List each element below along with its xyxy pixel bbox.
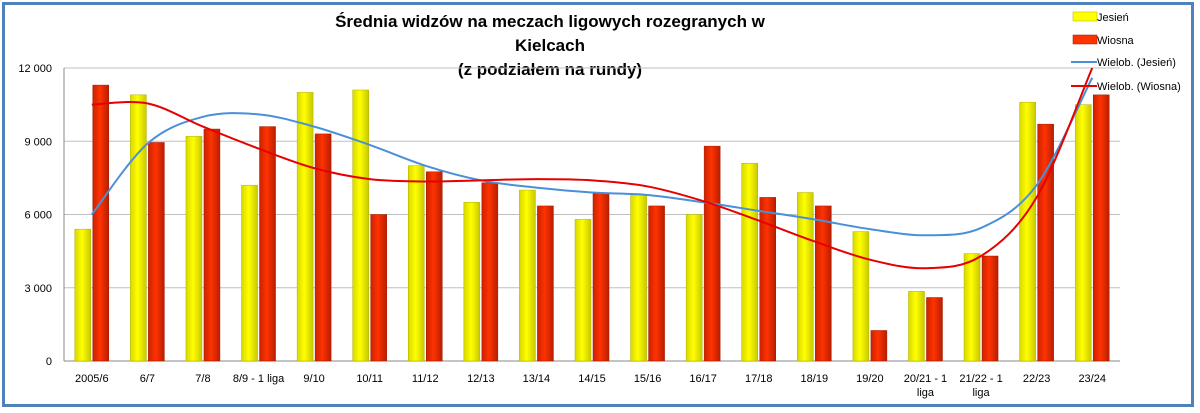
bar-jesien <box>741 162 758 362</box>
legend-trend-jesien-label: Wielob. (Jesień) <box>1097 57 1176 69</box>
bar-wiosna <box>870 330 888 362</box>
bar-jesien <box>408 165 425 362</box>
bar-wiosna <box>426 171 443 362</box>
bar-wiosna <box>537 205 554 362</box>
x-tick-label: 11/12 <box>412 373 439 385</box>
x-tick-label: 16/17 <box>689 373 717 385</box>
bar-wiosna <box>759 197 776 362</box>
bar-jesien <box>296 92 314 362</box>
x-tick-label: 14/15 <box>578 373 606 385</box>
bar-jesien <box>463 202 481 362</box>
y-tick-label: 6 000 <box>24 210 52 222</box>
legend-jesien-label: Jesień <box>1097 12 1129 24</box>
x-tick-label: 8/9 - 1 liga <box>233 373 285 385</box>
chart-title: Średnia widzów na meczach ligowych rozeg… <box>300 10 800 82</box>
y-tick-label: 0 <box>46 356 52 368</box>
bar-jesien <box>852 231 870 362</box>
x-tick-label: 7/8 <box>195 373 210 385</box>
bar-wiosna <box>815 205 832 362</box>
legend-trend-wiosna-label: Wielob. (Wiosna) <box>1097 81 1181 93</box>
x-tick-label: 13/14 <box>523 373 551 385</box>
bar-jesien <box>241 184 258 362</box>
y-tick-label: 9 000 <box>24 136 52 148</box>
x-tick-label: 2005/6 <box>75 373 109 385</box>
x-tick-label: 23/24 <box>1078 373 1106 385</box>
bar-wiosna <box>981 255 999 362</box>
y-tick-label: 3 000 <box>24 283 52 295</box>
bar-jesien <box>519 189 536 362</box>
bar-jesien <box>963 253 981 362</box>
bar-wiosna <box>370 214 387 362</box>
legend-wiosna-swatch <box>1072 34 1098 45</box>
bar-jesien <box>74 228 92 362</box>
bar-wiosna <box>92 84 110 362</box>
bar-jesien <box>1019 101 1036 362</box>
bar-jesien <box>1074 104 1092 362</box>
y-tick-label: 12 000 <box>18 63 52 75</box>
bar-jesien <box>130 94 147 362</box>
bar-jesien <box>685 214 703 362</box>
legend-wiosna-label: Wiosna <box>1097 35 1135 47</box>
trendline-wiosna <box>91 67 1094 270</box>
bar-wiosna <box>259 126 276 362</box>
x-tick-label: 17/18 <box>745 373 773 385</box>
bar-jesien <box>574 219 592 362</box>
x-tick-label: 19/20 <box>856 373 884 385</box>
x-tick-label: 20/21 - 1 <box>904 373 947 385</box>
x-tick-label: 21/22 - 1 <box>959 373 1002 385</box>
bar-wiosna <box>1092 94 1110 362</box>
trendline-jesien <box>91 77 1094 237</box>
bar-wiosna <box>148 142 165 362</box>
chart-title-line1: Średnia widzów na meczach ligowych rozeg… <box>335 12 765 55</box>
bar-wiosna <box>592 193 610 362</box>
bar-wiosna <box>1037 123 1054 362</box>
bar-wiosna <box>203 128 221 362</box>
x-tick-label: 15/16 <box>634 373 662 385</box>
bar-jesien <box>630 194 647 362</box>
bar-wiosna <box>648 205 665 362</box>
x-tick-label: 10/11 <box>356 373 383 385</box>
x-tick-label: liga <box>972 387 990 399</box>
bar-wiosna <box>314 133 332 362</box>
bar-jesien <box>352 89 369 362</box>
legend-jesien-swatch <box>1072 11 1098 22</box>
bar-wiosna <box>481 182 499 362</box>
bar-jesien <box>185 136 203 362</box>
bar-wiosna <box>703 145 721 362</box>
bar-jesien <box>908 291 925 362</box>
x-tick-label: 22/23 <box>1023 373 1051 385</box>
bar-wiosna <box>926 297 943 362</box>
x-tick-label: 12/13 <box>467 373 495 385</box>
x-tick-label: 18/19 <box>801 373 829 385</box>
x-tick-label: 6/7 <box>140 373 155 385</box>
bar-jesien <box>797 192 814 362</box>
x-tick-label: 9/10 <box>303 373 324 385</box>
x-tick-label: liga <box>917 387 935 399</box>
chart-title-line2: (z podziałem na rundy) <box>457 60 643 79</box>
